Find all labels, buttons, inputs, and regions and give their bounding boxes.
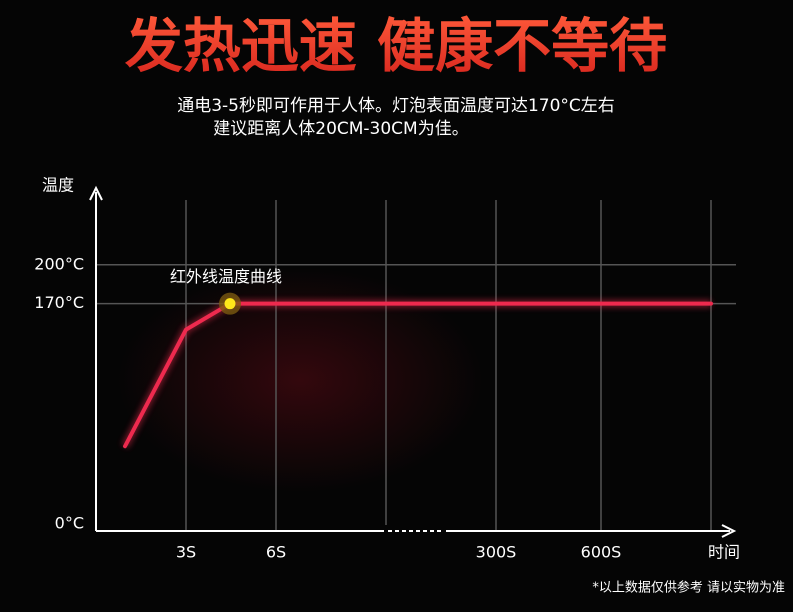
x-tick-label: 600S <box>581 543 622 562</box>
x-axis-label: 时间 <box>708 543 740 562</box>
x-tick-label: 6S <box>266 543 286 562</box>
subtitle: 通电3-5秒即可作用于人体。灯泡表面温度可达170°C左右 <box>177 96 615 116</box>
line-glow <box>121 299 711 449</box>
grid <box>96 200 736 531</box>
x-arrow <box>721 524 737 538</box>
y-tick-label: 200°C <box>34 254 84 273</box>
footnote: *以上数据仅供参考 请以实物为准 <box>592 580 785 596</box>
line <box>123 301 713 449</box>
y-axis-label: 温度 <box>42 176 74 195</box>
subtitle: 建议距离人体20CM-30CM为佳。 <box>213 119 468 139</box>
y-tick-label: 170°C <box>34 293 84 312</box>
x-tick-label: 3S <box>176 543 196 562</box>
y-arrow <box>89 185 103 201</box>
annotation: 红外线温度曲线 <box>170 267 282 286</box>
y-tick-label: 0°C <box>55 514 84 533</box>
axis-break <box>384 525 446 537</box>
x-tick-label: 300S <box>476 543 517 562</box>
title: 发热迅速 健康不等待 <box>125 12 667 80</box>
highlight-point <box>224 298 236 310</box>
